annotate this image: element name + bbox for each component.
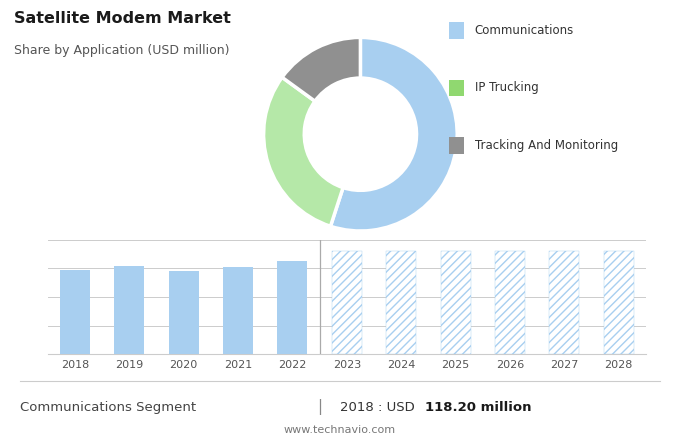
Text: Share by Application (USD million): Share by Application (USD million) — [14, 44, 229, 57]
Text: Communications: Communications — [475, 24, 574, 37]
Text: 118.20 million: 118.20 million — [425, 400, 532, 414]
Bar — [60, 270, 90, 354]
Bar — [386, 250, 416, 354]
Text: Satellite Modem Market: Satellite Modem Market — [14, 11, 231, 26]
Text: 2018 : USD: 2018 : USD — [340, 400, 419, 414]
Bar — [169, 271, 199, 354]
Bar — [277, 261, 307, 354]
Bar — [604, 250, 634, 354]
Bar — [441, 250, 471, 354]
Bar — [332, 250, 362, 354]
Text: www.technavio.com: www.technavio.com — [284, 425, 396, 435]
Text: IP Trucking: IP Trucking — [475, 81, 539, 95]
Wedge shape — [330, 37, 457, 231]
Bar — [549, 250, 579, 354]
Wedge shape — [264, 77, 343, 226]
Text: Tracking And Monitoring: Tracking And Monitoring — [475, 139, 618, 152]
Text: |: | — [317, 399, 322, 415]
Bar — [495, 250, 525, 354]
Text: Communications Segment: Communications Segment — [20, 400, 197, 414]
Bar — [114, 265, 144, 354]
Bar — [223, 267, 253, 354]
Wedge shape — [282, 37, 360, 101]
